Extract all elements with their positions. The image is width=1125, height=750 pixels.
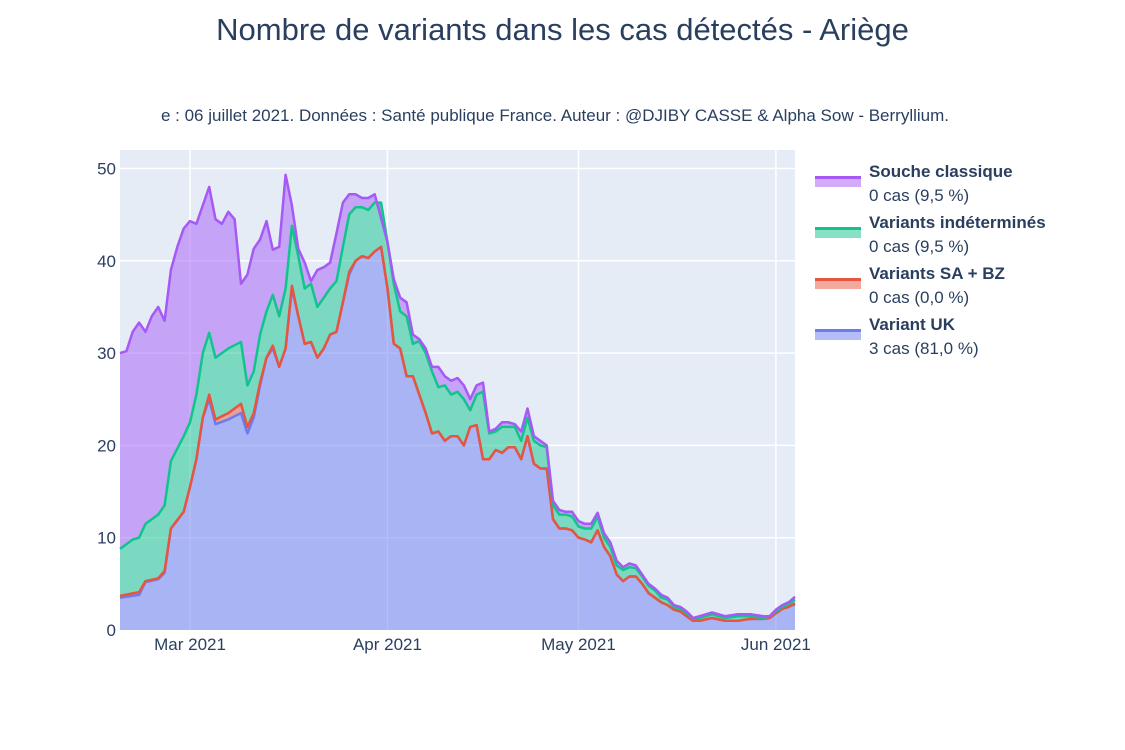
- x-axis: Mar 2021 Apr 2021 May 2021 Jun 2021: [154, 635, 811, 654]
- legend-item-uk[interactable]: Variant UK 3 cas (81,0 %): [815, 313, 1115, 364]
- series-lines: [119, 173, 796, 623]
- x-tick-label: Jun 2021: [741, 635, 811, 654]
- legend-item-souche[interactable]: Souche classique 0 cas (9,5 %): [815, 160, 1115, 211]
- y-tick-label: 30: [97, 344, 116, 363]
- legend-count: 0 cas (9,5 %): [869, 186, 970, 205]
- y-tick-label: 50: [97, 159, 116, 178]
- legend-count: 0 cas (9,5 %): [869, 237, 970, 256]
- legend: Souche classique 0 cas (9,5 %) Variants …: [815, 160, 1115, 364]
- legend-swatch-uk: [815, 329, 861, 340]
- legend-count: 0 cas (0,0 %): [869, 288, 970, 307]
- legend-item-indetermines[interactable]: Variants indéterminés 0 cas (9,5 %): [815, 211, 1115, 262]
- legend-label: Variants indéterminés: [869, 213, 1046, 232]
- legend-label: Variants SA + BZ: [869, 264, 1005, 283]
- y-tick-label: 20: [97, 436, 116, 455]
- y-tick-label: 40: [97, 252, 116, 271]
- line-souche: [119, 173, 796, 620]
- legend-swatch-indetermines: [815, 227, 861, 238]
- area-uk: [120, 246, 795, 630]
- x-tick-label: Apr 2021: [353, 635, 422, 654]
- x-tick-label: Mar 2021: [154, 635, 226, 654]
- legend-swatch-sa-bz: [815, 278, 861, 289]
- legend-label: Variant UK: [869, 315, 955, 334]
- y-tick-label: 0: [107, 621, 116, 640]
- y-axis: 0 10 20 30 40 50: [97, 159, 116, 640]
- line-sa_bz: [119, 245, 796, 623]
- legend-item-sa-bz[interactable]: Variants SA + BZ 0 cas (0,0 %): [815, 262, 1115, 313]
- chart-title: Nombre de variants dans les cas détectés…: [216, 12, 909, 47]
- x-tick-label: May 2021: [541, 635, 616, 654]
- legend-count: 3 cas (81,0 %): [869, 339, 979, 358]
- chart-subtitle: e : 06 juillet 2021. Données : Santé pub…: [160, 106, 949, 125]
- legend-label: Souche classique: [869, 162, 1013, 181]
- y-tick-label: 10: [97, 529, 116, 548]
- line-indetermines: [119, 201, 796, 621]
- legend-swatch-souche: [815, 176, 861, 187]
